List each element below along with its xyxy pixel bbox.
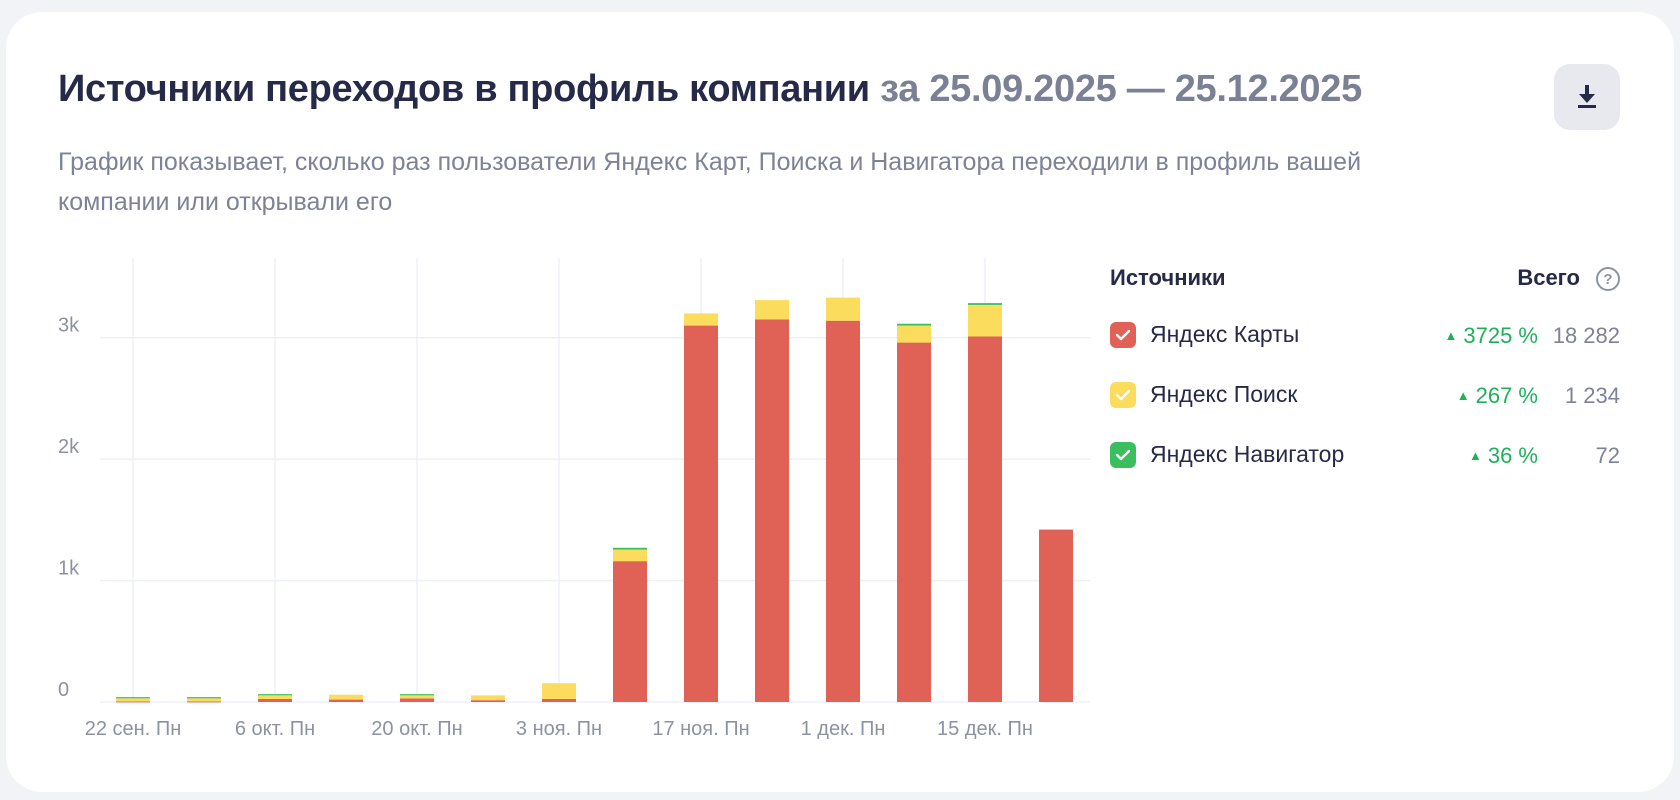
change-text: 36 % xyxy=(1487,443,1538,468)
up-triangle-icon: ▲ xyxy=(1456,388,1470,403)
bar-segment[interactable] xyxy=(897,323,931,326)
total-value: 1 234 xyxy=(1564,383,1620,408)
title-text: Источники переходов в профиль компании xyxy=(58,68,870,110)
bar-segment[interactable] xyxy=(684,313,718,326)
x-tick-label: 15 дек. Пн xyxy=(937,718,1033,740)
change-text: 3725 % xyxy=(1463,323,1538,348)
up-triangle-icon: ▲ xyxy=(1444,328,1458,343)
sources-header: Источники xyxy=(1110,265,1226,290)
x-tick-label: 3 ноя. Пн xyxy=(516,718,602,740)
total-value: 18 282 xyxy=(1552,323,1620,348)
download-icon xyxy=(1576,83,1598,112)
bar-segment[interactable] xyxy=(542,698,576,702)
download-button[interactable] xyxy=(1554,64,1620,130)
y-tick-label: 0 xyxy=(58,679,69,701)
up-triangle-icon: ▲ xyxy=(1468,448,1482,463)
bar-segment[interactable] xyxy=(471,700,505,702)
bar-segment[interactable] xyxy=(116,701,150,703)
bar-segment[interactable] xyxy=(471,695,505,701)
change-value: ▲ 36 % xyxy=(1469,443,1538,469)
bar-segment[interactable] xyxy=(755,319,789,703)
bar-segment[interactable] xyxy=(968,336,1002,703)
bar-segment[interactable] xyxy=(897,325,931,343)
x-tick-label: 6 окт. Пн xyxy=(235,718,315,740)
legend-label: Яндекс Карты xyxy=(1150,321,1300,347)
bar-segment[interactable] xyxy=(258,698,292,702)
legend-label: Яндекс Поиск xyxy=(1150,381,1298,407)
legend-header: Источники Всего ? xyxy=(1110,265,1620,297)
y-tick-label: 2k xyxy=(58,436,80,458)
bar-segment[interactable] xyxy=(826,320,860,702)
bar-segment[interactable] xyxy=(400,698,434,702)
bar-segment[interactable] xyxy=(897,342,931,702)
legend-item-yandex-search[interactable]: Яндекс Поиск ▲ 267 % 1 234 xyxy=(1110,357,1620,417)
bar-segment[interactable] xyxy=(613,549,647,562)
legend-panel: Источники Всего ? Яндекс Карты ▲ 3725 % 1… xyxy=(1110,265,1620,477)
y-tick-label: 3k xyxy=(58,315,80,337)
bar-segment[interactable] xyxy=(187,697,221,699)
checkbox-checked-icon[interactable] xyxy=(1110,442,1136,468)
bar-segment[interactable] xyxy=(116,697,150,699)
checkbox-checked-icon[interactable] xyxy=(1110,322,1136,348)
change-value: ▲ 267 % xyxy=(1457,383,1538,409)
checkbox-checked-icon[interactable] xyxy=(1110,382,1136,408)
bar-segment[interactable] xyxy=(187,701,221,703)
x-tick-label: 20 окт. Пн xyxy=(371,718,462,740)
bar-segment[interactable] xyxy=(826,297,860,321)
change-value: ▲ 3725 % xyxy=(1445,323,1539,349)
bar-segment[interactable] xyxy=(258,695,292,699)
bar-segment[interactable] xyxy=(968,303,1002,305)
page-title: Источники переходов в профиль компании з… xyxy=(58,68,1362,111)
bar-segment[interactable] xyxy=(258,694,292,696)
bar-segment[interactable] xyxy=(400,695,434,699)
x-tick-label: 1 дек. Пн xyxy=(801,718,886,740)
bar-segment[interactable] xyxy=(1039,529,1073,702)
bar-segment[interactable] xyxy=(684,325,718,702)
period-text: за 25.09.2025 — 25.12.2025 xyxy=(880,68,1362,110)
bar-segment[interactable] xyxy=(400,694,434,696)
change-text: 267 % xyxy=(1475,383,1538,408)
total-header: Всего xyxy=(1517,265,1580,290)
legend-item-yandex-maps[interactable]: Яндекс Карты ▲ 3725 % 18 282 xyxy=(1110,297,1620,357)
bar-segment[interactable] xyxy=(116,698,150,702)
legend-item-yandex-navigator[interactable]: Яндекс Навигатор ▲ 36 % 72 xyxy=(1110,417,1620,477)
legend-label: Яндекс Навигатор xyxy=(1150,441,1345,467)
total-value: 72 xyxy=(1595,443,1620,468)
bar-segment[interactable] xyxy=(542,683,576,699)
bar-segment[interactable] xyxy=(187,698,221,702)
help-icon[interactable]: ? xyxy=(1596,267,1620,291)
bar-segment[interactable] xyxy=(613,561,647,702)
x-tick-label: 17 ноя. Пн xyxy=(652,718,749,740)
chart-description: График показывает, сколько раз пользоват… xyxy=(58,148,1362,216)
x-tick-label: 22 сен. Пн xyxy=(85,718,182,740)
bar-segment[interactable] xyxy=(613,547,647,550)
stacked-bar-chart: 0 1k 2k 3k 22 сен. Пн 6 окт. Пн 20 окт. Пн 3 но… xyxy=(58,258,1090,740)
bar-segment[interactable] xyxy=(329,694,363,700)
bar-segment[interactable] xyxy=(968,304,1002,337)
bar-segment[interactable] xyxy=(755,300,789,320)
y-tick-label: 1k xyxy=(58,558,80,580)
bar-segment[interactable] xyxy=(329,699,363,702)
